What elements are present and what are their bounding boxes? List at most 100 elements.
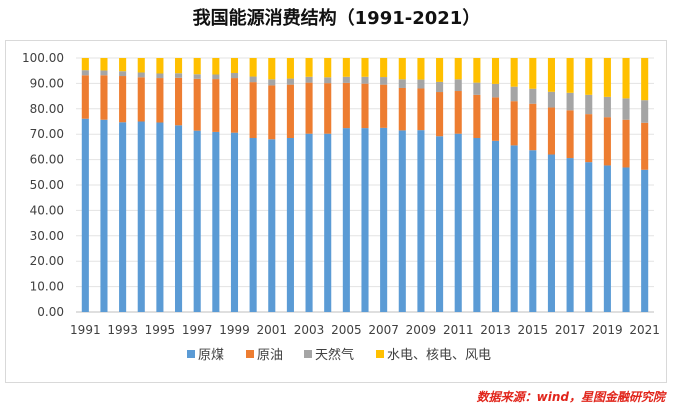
bar-segment bbox=[230, 132, 239, 312]
bar-segment bbox=[324, 77, 332, 84]
bar-segment bbox=[454, 91, 462, 134]
chart-title: 我国能源消费结构（1991-2021） bbox=[192, 8, 481, 29]
bar-segment bbox=[491, 83, 500, 98]
y-tick-label: 60.00 bbox=[30, 153, 64, 167]
x-tick-label: 1993 bbox=[107, 323, 138, 337]
bar-segment bbox=[529, 88, 537, 104]
bar-segment bbox=[361, 83, 369, 129]
y-tick-label: 10.00 bbox=[30, 280, 64, 294]
y-tick-label: 90.00 bbox=[30, 76, 64, 90]
y-tick-label: 30.00 bbox=[30, 229, 64, 243]
bar-segment bbox=[249, 76, 257, 83]
bar-segment bbox=[212, 74, 220, 80]
legend-swatch bbox=[246, 350, 254, 358]
bar-segment bbox=[305, 133, 313, 312]
bar-segment bbox=[342, 128, 350, 312]
bar-segment bbox=[380, 127, 388, 312]
bar-segment bbox=[324, 83, 332, 134]
bar-segment bbox=[622, 98, 630, 120]
bar-segment bbox=[529, 103, 537, 151]
y-tick-label: 0.00 bbox=[37, 305, 64, 319]
bar-segment bbox=[268, 79, 276, 86]
bar-segment bbox=[268, 58, 276, 80]
bar-segment bbox=[342, 76, 350, 83]
bar-segment bbox=[641, 122, 649, 170]
bar-segment bbox=[81, 75, 89, 119]
bar-segment bbox=[305, 82, 313, 134]
bar-segment bbox=[342, 58, 350, 77]
legend-swatch bbox=[304, 350, 312, 358]
bar-segment bbox=[529, 58, 537, 89]
bar-segment bbox=[100, 119, 108, 312]
x-tick-label: 2015 bbox=[518, 323, 549, 337]
y-tick-label: 20.00 bbox=[30, 254, 64, 268]
bar-segment bbox=[417, 88, 425, 131]
bar-segment bbox=[454, 58, 462, 80]
bar-segment bbox=[193, 78, 201, 131]
bar-segment bbox=[286, 78, 294, 85]
bar-segment bbox=[436, 136, 444, 312]
bar-segment bbox=[547, 91, 555, 108]
bar-segment bbox=[547, 107, 555, 155]
bar-segment bbox=[156, 78, 164, 123]
bar-segment bbox=[193, 74, 201, 79]
x-tick-label: 1997 bbox=[182, 323, 213, 337]
bar-segment bbox=[603, 58, 611, 97]
x-tick-label: 2011 bbox=[443, 323, 474, 337]
y-tick-label: 40.00 bbox=[30, 203, 64, 217]
bar-segment bbox=[603, 96, 611, 118]
bar-series bbox=[81, 58, 649, 313]
bar-segment bbox=[119, 122, 127, 313]
bar-segment bbox=[81, 118, 89, 313]
y-tick-label: 70.00 bbox=[30, 127, 64, 141]
x-tick-label: 2009 bbox=[406, 323, 437, 337]
bar-segment bbox=[230, 58, 239, 73]
bar-segment bbox=[510, 86, 518, 102]
bar-segment bbox=[566, 110, 574, 159]
y-axis-tick-labels: 0.00 10.00 20.00 30.00 40.00 50.00 60.00 70.00 8… bbox=[22, 51, 64, 319]
bar-segment bbox=[380, 77, 388, 85]
bar-segment bbox=[137, 72, 145, 78]
bar-segment bbox=[324, 58, 332, 78]
bar-segment bbox=[622, 167, 630, 312]
bar-segment bbox=[249, 82, 257, 139]
bar-segment bbox=[175, 73, 183, 78]
bar-segment bbox=[585, 162, 593, 312]
bar-segment bbox=[268, 85, 276, 140]
bar-segment bbox=[603, 165, 611, 312]
bar-segment bbox=[547, 154, 555, 312]
bar-segment bbox=[230, 72, 239, 79]
bar-segment bbox=[361, 76, 369, 84]
bar-segment bbox=[547, 58, 555, 92]
bar-segment bbox=[156, 58, 164, 74]
bar-segment bbox=[473, 58, 481, 83]
chart-area: 0.00 10.00 20.00 30.00 40.00 50.00 60.00 70.00 8… bbox=[5, 40, 667, 383]
legend-label: 原油 bbox=[257, 348, 283, 363]
bar-segment bbox=[417, 79, 425, 89]
bar-segment bbox=[268, 139, 276, 312]
bar-segment bbox=[491, 97, 500, 141]
bar-segment bbox=[473, 82, 481, 95]
bar-segment bbox=[380, 84, 388, 128]
bar-segment bbox=[324, 133, 332, 312]
legend-label: 天然气 bbox=[315, 347, 354, 363]
x-tick-label: 2017 bbox=[555, 323, 586, 337]
bar-segment bbox=[175, 125, 183, 312]
bar-segment bbox=[119, 71, 127, 77]
bar-segment bbox=[175, 58, 183, 74]
x-tick-label: 2013 bbox=[480, 323, 511, 337]
bar-segment bbox=[100, 75, 108, 120]
bar-segment bbox=[566, 92, 574, 111]
bar-segment bbox=[81, 58, 89, 71]
bar-segment bbox=[81, 70, 89, 76]
bar-segment bbox=[230, 78, 239, 133]
bar-segment bbox=[641, 169, 649, 312]
bar-segment bbox=[491, 58, 500, 84]
bar-segment bbox=[137, 77, 145, 122]
bar-segment bbox=[249, 138, 257, 312]
stacked-bar-chart: 0.00 10.00 20.00 30.00 40.00 50.00 60.00 70.00 8… bbox=[22, 51, 660, 363]
bar-segment bbox=[212, 131, 220, 312]
legend-swatch bbox=[376, 350, 384, 358]
bar-segment bbox=[454, 133, 462, 312]
bar-segment bbox=[473, 138, 481, 312]
